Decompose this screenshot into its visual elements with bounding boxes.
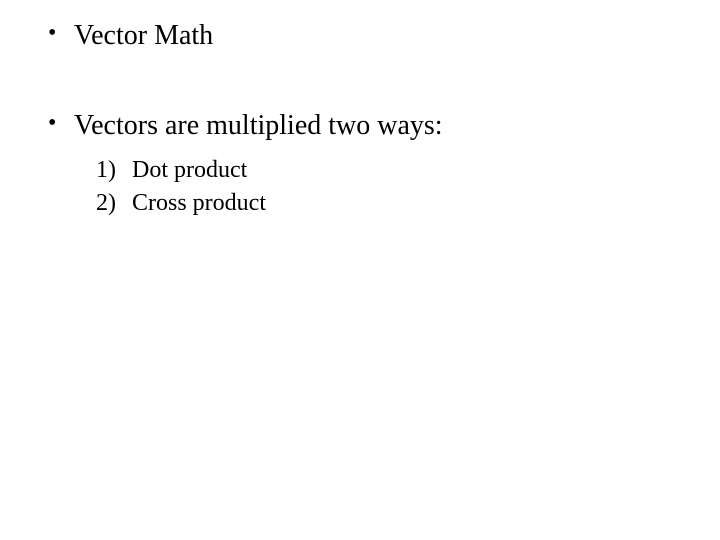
bullet-item-2: • Vectors are multiplied two ways: [48,108,720,144]
bullet-marker: • [48,108,60,139]
vertical-spacer [48,58,720,108]
sub-marker-2: 2) [96,188,132,219]
sub-marker-1: 1) [96,155,132,186]
sub-text-2: Cross product [132,188,266,219]
sub-item-1: 1) Dot product [96,155,720,186]
bullet-text-2: Vectors are multiplied two ways: [74,108,443,144]
bullet-marker: • [48,18,60,49]
bullet-item-1: • Vector Math [48,18,720,54]
numbered-sublist: 1) Dot product 2) Cross product [96,155,720,219]
sub-item-2: 2) Cross product [96,188,720,219]
sub-text-1: Dot product [132,155,247,186]
bullet-text-1: Vector Math [74,18,213,54]
